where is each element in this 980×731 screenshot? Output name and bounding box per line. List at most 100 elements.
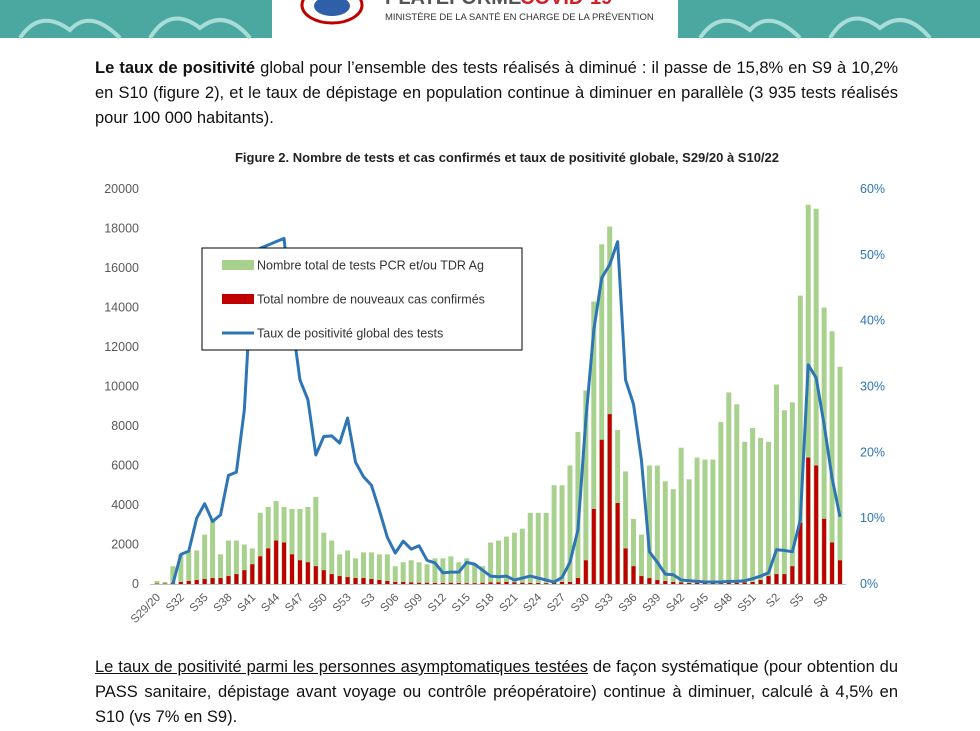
bar	[321, 570, 326, 584]
legend-label: Taux de positivité global des tests	[257, 327, 443, 341]
bar	[575, 431, 581, 584]
bar	[464, 558, 470, 584]
bar	[417, 582, 422, 584]
bar	[766, 441, 772, 584]
y2-tick-label: 60%	[860, 182, 885, 196]
bar	[638, 534, 644, 584]
bar	[654, 465, 660, 584]
x-tick-label: S35	[188, 592, 211, 615]
x-tick-label: S32	[164, 592, 187, 615]
bar	[289, 508, 295, 584]
header: PLATEFORME COVID-19 MINISTÈRE DE LA SANT…	[0, 0, 980, 40]
bar	[528, 583, 533, 584]
bar	[790, 566, 795, 584]
x-tick-label: S42	[664, 592, 687, 615]
bar	[838, 560, 842, 584]
logo	[314, 0, 350, 16]
bar	[456, 583, 461, 584]
y-tick-label: 10000	[104, 380, 139, 394]
y-tick-label: 18000	[104, 222, 139, 236]
bar	[551, 485, 557, 584]
header-pattern	[18, 16, 932, 40]
bar	[329, 574, 334, 584]
bar	[615, 503, 620, 584]
bar	[726, 582, 731, 584]
bar	[425, 582, 430, 584]
bar	[583, 560, 588, 584]
x-tick-label: S15	[450, 592, 473, 615]
header-subtitle: MINISTÈRE DE LA SANTÉ EN CHARGE DE LA PR…	[385, 12, 654, 23]
bar	[543, 512, 549, 584]
bar	[194, 550, 200, 584]
bar	[774, 574, 779, 584]
bar	[607, 226, 613, 584]
bar	[679, 582, 684, 584]
bar	[297, 560, 302, 584]
x-tick-label: S38	[212, 592, 235, 615]
bar	[511, 532, 517, 584]
bar	[480, 566, 486, 584]
bar	[607, 414, 612, 584]
bar	[488, 542, 494, 584]
legend-label: Total nombre de nouveaux cas confirmés	[257, 293, 485, 307]
bar	[544, 583, 549, 584]
bar	[655, 580, 660, 584]
bar	[218, 578, 223, 584]
bar	[535, 512, 541, 584]
bar	[202, 579, 207, 584]
bar	[710, 459, 716, 584]
bar	[742, 441, 748, 584]
bar	[360, 552, 366, 584]
bar	[830, 542, 835, 584]
bar	[233, 540, 239, 584]
y-tick-label: 4000	[111, 498, 139, 512]
bar	[392, 566, 398, 584]
x-tick-label: S06	[378, 592, 401, 615]
bar	[623, 471, 629, 584]
bar	[639, 576, 644, 584]
x-tick-label: S33	[593, 592, 616, 615]
x-tick-label: S39	[640, 592, 663, 615]
bar	[670, 489, 676, 584]
bar	[805, 204, 811, 585]
bar	[773, 384, 779, 584]
x-tick-label: S09	[402, 592, 425, 615]
bar	[321, 532, 327, 584]
bar	[742, 582, 747, 584]
y2-tick-label: 40%	[860, 314, 885, 328]
bar	[432, 583, 437, 584]
bar	[472, 583, 477, 584]
bar	[766, 576, 771, 584]
bold-text: Le taux de positivité	[95, 59, 256, 77]
bar	[631, 518, 637, 584]
legend-box	[201, 247, 523, 351]
x-tick-label: S12	[426, 592, 449, 615]
paragraph: Le taux de positivité global pour l’ense…	[95, 56, 898, 131]
bar	[758, 580, 763, 584]
y-tick-label: 20000	[104, 182, 139, 196]
bar	[678, 447, 684, 584]
bar	[282, 542, 287, 584]
y2-tick-label: 10%	[860, 511, 885, 525]
bar	[337, 554, 343, 584]
bar	[265, 506, 271, 584]
bar	[750, 427, 756, 584]
x-tick-label: S24	[521, 591, 544, 614]
bar	[472, 564, 478, 584]
header-title: PLATEFORME	[385, 0, 521, 9]
bar	[488, 582, 493, 584]
bar	[671, 582, 676, 584]
bar	[837, 366, 843, 584]
y-tick-label: 16000	[104, 261, 139, 275]
bar	[305, 506, 311, 584]
bar	[559, 485, 565, 584]
y2-tick-label: 20%	[860, 445, 885, 459]
bar	[797, 295, 803, 584]
x-tick-label: S41	[235, 592, 258, 615]
chart-title: Figure 2. Nombre de tests et cas confirm…	[235, 150, 779, 165]
legend-label: Nombre total de tests PCR et/ou TDR Ag	[257, 259, 484, 273]
bar	[647, 578, 652, 584]
x-tick-label: S29/20	[129, 592, 163, 626]
bar	[448, 582, 453, 584]
bar	[353, 558, 359, 584]
